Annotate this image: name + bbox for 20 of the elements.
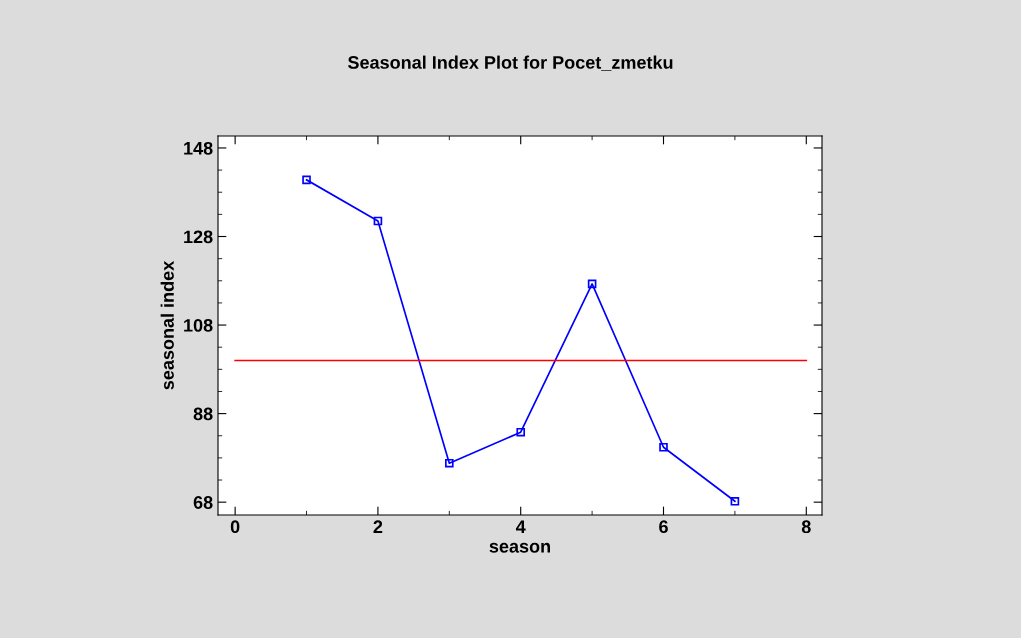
y-tick-label: 68 bbox=[193, 496, 213, 509]
y-axis-title: seasonal index bbox=[160, 260, 174, 390]
point bbox=[302, 175, 311, 185]
y-tick-label: 128 bbox=[184, 230, 213, 244]
point bbox=[445, 458, 454, 468]
y-tick-label: 88 bbox=[193, 407, 213, 421]
x-tick-label: 8 bbox=[801, 520, 811, 534]
point bbox=[659, 442, 668, 452]
x-axis-title: season bbox=[489, 542, 550, 553]
x-tick-label: 2 bbox=[373, 520, 383, 533]
point bbox=[373, 216, 383, 226]
x-tick-label: 4 bbox=[515, 520, 526, 533]
point bbox=[730, 496, 740, 506]
y-tick-label: 148 bbox=[184, 141, 213, 155]
x-tick-label: 0 bbox=[230, 520, 240, 534]
point bbox=[516, 427, 526, 437]
y-tick-label: 108 bbox=[184, 318, 213, 332]
chart-title: Seasonal Index Plot for Pocet_zmetku bbox=[347, 55, 673, 71]
x-tick-label: 6 bbox=[659, 520, 668, 534]
point bbox=[587, 279, 597, 289]
